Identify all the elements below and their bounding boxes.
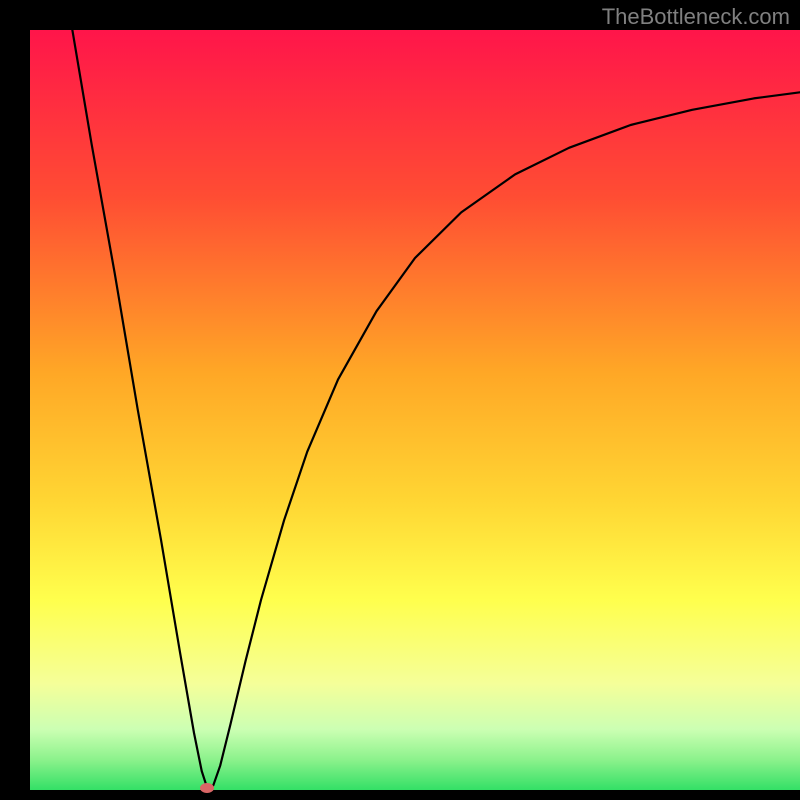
- canvas-root: TheBottleneck.com: [0, 0, 800, 800]
- curve-line: [30, 30, 800, 790]
- watermark-text: TheBottleneck.com: [602, 4, 790, 30]
- optimal-point-marker: [200, 783, 214, 793]
- plot-area: [30, 30, 800, 790]
